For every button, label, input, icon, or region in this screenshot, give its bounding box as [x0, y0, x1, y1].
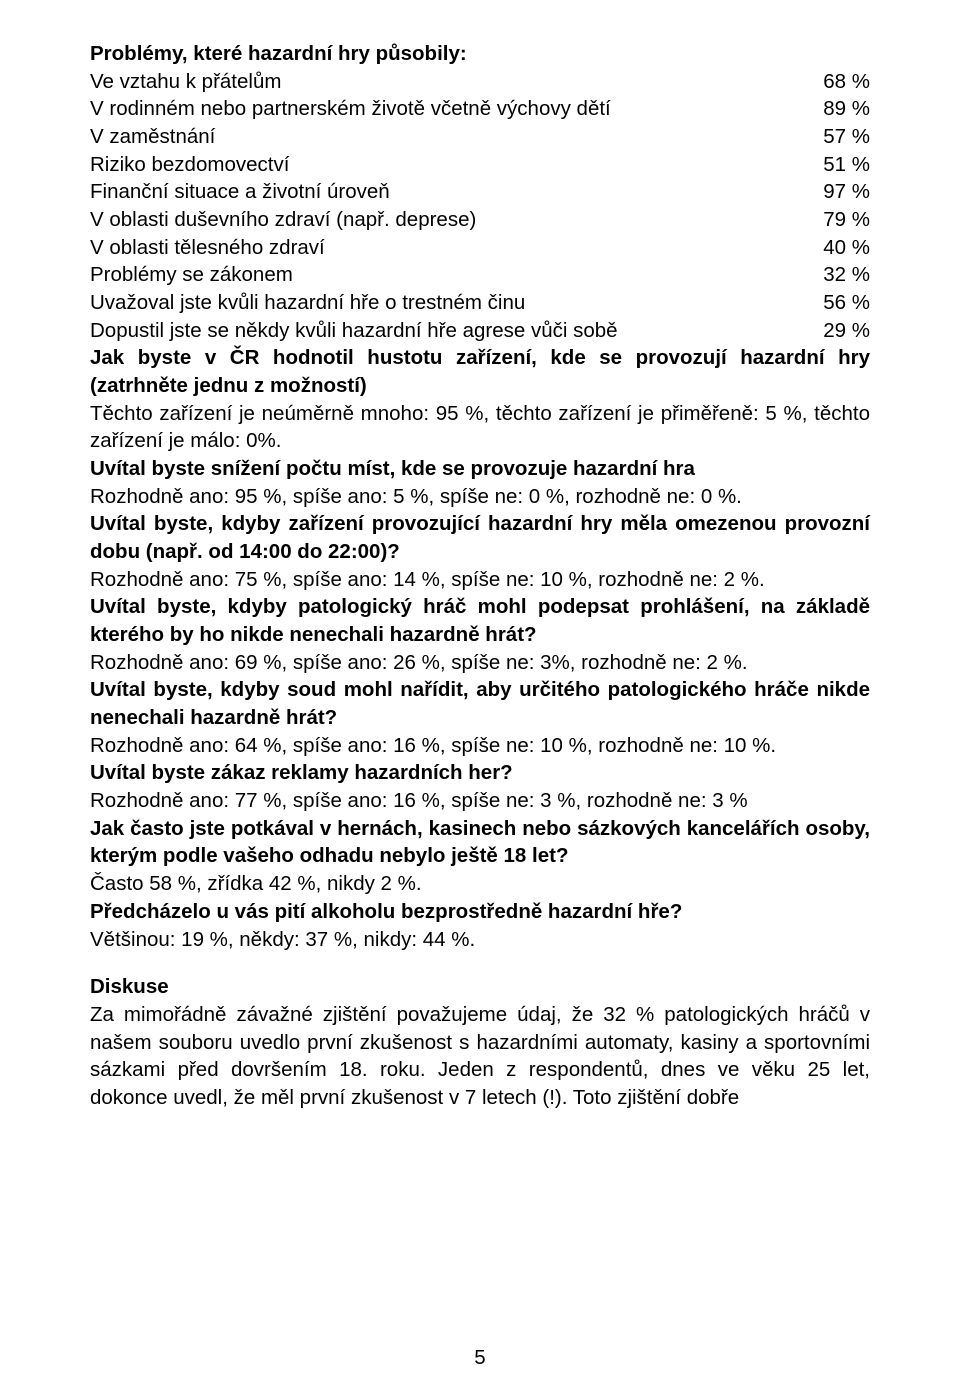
row-label: Riziko bezdomovectví	[90, 151, 810, 179]
row-label: Problémy se zákonem	[90, 261, 810, 289]
question-heading: Jak byste v ČR hodnotil hustotu zařízení…	[90, 344, 870, 399]
question-heading: Uvítal byste, kdyby patologický hráč moh…	[90, 593, 870, 648]
row-value: 79 %	[810, 206, 870, 234]
table-row: Problémy se zákonem 32 %	[90, 261, 870, 289]
question-answer: Často 58 %, zřídka 42 %, nikdy 2 %.	[90, 870, 870, 898]
question-heading: Uvítal byste, kdyby soud mohl nařídit, a…	[90, 676, 870, 731]
row-label: V oblasti tělesného zdraví	[90, 234, 810, 262]
question-heading: Předcházelo u vás pití alkoholu bezprost…	[90, 898, 870, 926]
question-answer: Těchto zařízení je neúměrně mnoho: 95 %,…	[90, 400, 870, 455]
question-answer: Rozhodně ano: 64 %, spíše ano: 16 %, spí…	[90, 732, 870, 760]
table-row: Dopustil jste se někdy kvůli hazardní hř…	[90, 317, 870, 345]
row-value: 32 %	[810, 261, 870, 289]
row-label: V oblasti duševního zdraví (např. depres…	[90, 206, 810, 234]
problems-table: Ve vztahu k přátelům 68 % V rodinném neb…	[90, 68, 870, 345]
table-row: Uvažoval jste kvůli hazardní hře o trest…	[90, 289, 870, 317]
row-value: 51 %	[810, 151, 870, 179]
row-label: V zaměstnání	[90, 123, 810, 151]
row-value: 89 %	[810, 95, 870, 123]
row-value: 97 %	[810, 178, 870, 206]
document-page: Problémy, které hazardní hry působily: V…	[0, 0, 960, 1400]
row-label: Uvažoval jste kvůli hazardní hře o trest…	[90, 289, 810, 317]
table-row: Finanční situace a životní úroveň 97 %	[90, 178, 870, 206]
question-answer: Většinou: 19 %, někdy: 37 %, nikdy: 44 %…	[90, 926, 870, 954]
row-value: 68 %	[810, 68, 870, 96]
row-value: 57 %	[810, 123, 870, 151]
table-row: V oblasti tělesného zdraví 40 %	[90, 234, 870, 262]
question-answer: Rozhodně ano: 95 %, spíše ano: 5 %, spíš…	[90, 483, 870, 511]
row-value: 29 %	[810, 317, 870, 345]
question-heading: Jak často jste potkával v hernách, kasin…	[90, 815, 870, 870]
question-heading: Uvítal byste snížení počtu míst, kde se …	[90, 455, 870, 483]
question-answer: Rozhodně ano: 75 %, spíše ano: 14 %, spí…	[90, 566, 870, 594]
question-answer: Rozhodně ano: 69 %, spíše ano: 26 %, spí…	[90, 649, 870, 677]
row-label: Finanční situace a životní úroveň	[90, 178, 810, 206]
row-label: Ve vztahu k přátelům	[90, 68, 810, 96]
row-value: 56 %	[810, 289, 870, 317]
table-row: V rodinném nebo partnerském životě včetn…	[90, 95, 870, 123]
row-label: V rodinném nebo partnerském životě včetn…	[90, 95, 810, 123]
discussion-heading: Diskuse	[90, 973, 870, 1001]
page-number: 5	[0, 1344, 960, 1372]
question-heading: Uvítal byste zákaz reklamy hazardních he…	[90, 759, 870, 787]
table-row: Ve vztahu k přátelům 68 %	[90, 68, 870, 96]
table-row: V oblasti duševního zdraví (např. depres…	[90, 206, 870, 234]
question-heading: Uvítal byste, kdyby zařízení provozující…	[90, 510, 870, 565]
question-answer: Rozhodně ano: 77 %, spíše ano: 16 %, spí…	[90, 787, 870, 815]
row-value: 40 %	[810, 234, 870, 262]
table-row: Riziko bezdomovectví 51 %	[90, 151, 870, 179]
table-row: V zaměstnání 57 %	[90, 123, 870, 151]
discussion-body: Za mimořádně závažné zjištění považujeme…	[90, 1001, 870, 1112]
problems-heading: Problémy, které hazardní hry působily:	[90, 40, 870, 68]
row-label: Dopustil jste se někdy kvůli hazardní hř…	[90, 317, 810, 345]
